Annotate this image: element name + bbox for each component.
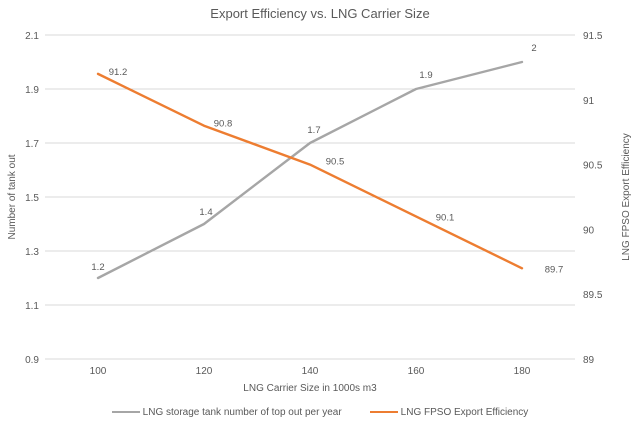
- orange-line-swatch-icon: [369, 410, 398, 414]
- x-axis-tick: 140: [302, 366, 319, 377]
- data-label: 1.7: [307, 125, 320, 136]
- right-axis-tick: 91.5: [583, 31, 603, 42]
- left-axis-tick: 1.5: [25, 193, 39, 204]
- x-axis-tick: 160: [408, 366, 425, 377]
- left-axis-title: Number of tank out: [7, 154, 18, 239]
- x-axis-title: LNG Carrier Size in 1000s m3: [243, 383, 377, 394]
- series-lines: [96, 60, 524, 280]
- data-label: 1.9: [419, 70, 432, 81]
- right-axis-tick: 89: [583, 355, 595, 366]
- x-axis-tick: 180: [514, 366, 531, 377]
- gridlines: [45, 34, 575, 360]
- series-line-1: [96, 72, 524, 270]
- data-label: 91.2: [109, 67, 128, 78]
- left-axis-tick: 0.9: [25, 355, 39, 366]
- x-axis-tick: 120: [196, 366, 213, 377]
- left-axis-tick: 1.1: [25, 301, 39, 312]
- legend-item-storage-tank-topout[interactable]: LNG storage tank number of top out per y…: [111, 406, 342, 418]
- x-axis-tick: 100: [90, 366, 107, 377]
- data-label: 90.8: [214, 119, 233, 130]
- left-axis-tick: 2.1: [25, 31, 39, 42]
- data-label: 90.5: [326, 157, 345, 168]
- right-axis-tick: 90: [583, 225, 595, 236]
- legend-label-storage-tank-topout: LNG storage tank number of top out per y…: [142, 406, 342, 418]
- axis-tick-labels: 2.1 1.9 1.7 1.5 1.3 1.1 0.9 91.5 91 90.5 90 89.5 89 1…: [25, 31, 603, 377]
- data-label: 90.1: [436, 212, 455, 223]
- right-axis-tick: 91: [583, 96, 595, 107]
- right-axis-tick: 89.5: [583, 290, 603, 301]
- data-label: 1.2: [91, 262, 104, 273]
- legend-item-export-efficiency[interactable]: LNG FPSO Export Efficiency: [369, 406, 529, 418]
- left-axis-tick: 1.3: [25, 247, 39, 258]
- chart-title: Export Efficiency vs. LNG Carrier Size: [210, 6, 429, 21]
- left-axis-tick: 1.7: [25, 139, 39, 150]
- right-axis-tick: 90.5: [583, 161, 603, 172]
- series-line-0: [96, 60, 524, 280]
- data-labels: 1.2 1.4 1.7 1.9 2 91.2 90.8 90.5 90.1 89.7: [91, 43, 563, 275]
- data-label: 89.7: [545, 264, 564, 275]
- data-label: 1.4: [199, 207, 212, 218]
- legend-label-export-efficiency: LNG FPSO Export Efficiency: [400, 406, 529, 418]
- gray-line-swatch-icon: [111, 410, 140, 414]
- left-axis-tick: 1.9: [25, 85, 39, 96]
- legend: LNG storage tank number of top out per y…: [0, 402, 640, 422]
- right-axis-title: LNG FPSO Export Efficiency: [621, 133, 632, 261]
- data-label: 2: [531, 43, 536, 54]
